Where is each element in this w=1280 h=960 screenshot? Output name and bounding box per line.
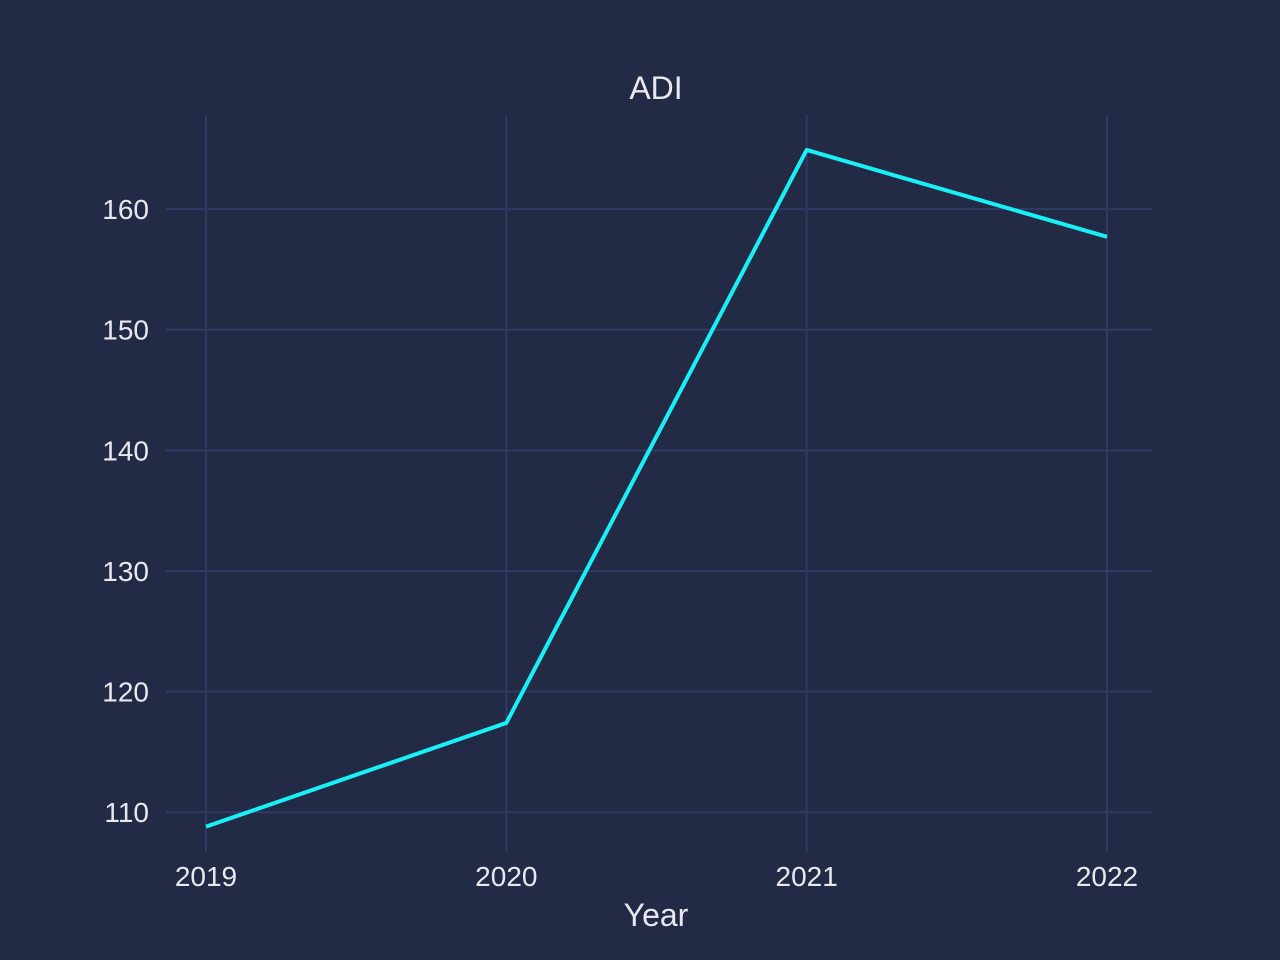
- y-tick-label: 110: [104, 797, 149, 828]
- chart-title: ADI: [629, 70, 682, 106]
- y-tick-label: 150: [102, 315, 149, 346]
- x-tick-label: 2021: [776, 861, 838, 892]
- x-axis-ticks: 2019 2020 2021 2022: [175, 861, 1138, 892]
- y-tick-label: 160: [102, 194, 149, 225]
- series-layer: [205, 147, 1108, 829]
- y-tick-label: 130: [102, 556, 149, 587]
- y-axis-ticks: 110 120 130 140 150 160: [102, 194, 149, 828]
- x-tick-label: 2020: [475, 861, 537, 892]
- x-axis-title: Year: [624, 897, 689, 933]
- y-tick-label: 140: [102, 435, 149, 466]
- x-tick-label: 2019: [175, 861, 237, 892]
- grid-lines: [166, 115, 1152, 852]
- y-tick-label: 120: [102, 677, 149, 708]
- x-tick-label: 2022: [1076, 861, 1138, 892]
- series-line: [205, 147, 1108, 829]
